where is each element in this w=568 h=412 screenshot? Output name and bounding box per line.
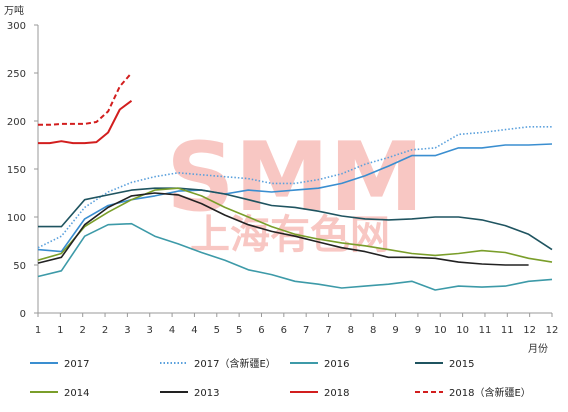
series-line-6 [38, 99, 133, 145]
x-tick-label: 11 [501, 325, 514, 336]
x-tick-label: 3 [124, 325, 130, 336]
y-tick-label: 100 [7, 213, 26, 224]
legend-label: 2018 [324, 388, 349, 399]
x-tick-label: 5 [214, 325, 220, 336]
series-lines [37, 72, 553, 291]
y-tick-label: 300 [7, 21, 26, 32]
x-tick-label: 8 [348, 325, 354, 336]
series-line-2 [37, 222, 553, 291]
x-tick-label: 7 [325, 325, 331, 336]
series-line-4 [37, 187, 553, 263]
x-tick-label: 5 [236, 325, 242, 336]
x-tick-label: 7 [303, 325, 309, 336]
legend-label: 2013 [194, 388, 219, 399]
x-tick-label: 4 [191, 325, 197, 336]
legend-label: 2016 [324, 359, 349, 370]
series-line-0 [37, 143, 553, 253]
x-tick-label: 2 [102, 325, 108, 336]
x-tick-label: 3 [147, 325, 153, 336]
x-tick-label: 12 [546, 325, 559, 336]
x-tick-label: 6 [281, 325, 287, 336]
y-tick-label: 200 [7, 117, 26, 128]
x-tick-label: 2 [80, 325, 86, 336]
y-tick-label: 150 [7, 165, 26, 176]
series-line-5 [37, 192, 529, 266]
watermark-logo: SMM [166, 123, 424, 233]
x-tick-label: 1 [35, 325, 41, 336]
y-tick-label: 0 [20, 309, 26, 320]
legend-label: 2017 [64, 359, 89, 370]
series-line-3 [38, 187, 553, 251]
x-ticks: 1 1 2 2 3 3 4 4 5 5 6 6 7 7 8 8 9 9 10 10 11 11 12 12 [35, 313, 559, 336]
y-unit-label: 万吨 [4, 4, 24, 17]
legend-label: 2015 [449, 359, 474, 370]
x-tick-label: 8 [370, 325, 376, 336]
legend-label: 2017（含新疆E） [194, 357, 276, 370]
y-tick-label: 250 [7, 69, 26, 80]
legend-label: 2014 [64, 388, 89, 399]
y-tick-label: 50 [13, 261, 26, 272]
x-tick-label: 10 [434, 325, 447, 336]
x-tick-label: 12 [523, 325, 536, 336]
x-tick-label: 4 [169, 325, 175, 336]
x-tick-label: 10 [456, 325, 469, 336]
x-unit-label: 月份 [528, 343, 548, 355]
y-ticks: 0 50 100 150 200 250 300 [7, 21, 38, 320]
x-tick-label: 6 [258, 325, 264, 336]
series-line-7 [38, 72, 133, 126]
x-tick-label: 9 [415, 325, 421, 336]
x-tick-label: 9 [392, 325, 398, 336]
x-tick-label: 1 [57, 325, 63, 336]
legend-label: 2018（含新疆E） [449, 386, 531, 399]
x-tick-label: 11 [479, 325, 492, 336]
legend: 2017 2017（含新疆E） 2016 2015 2014 2013 2018 2018（含… [30, 357, 531, 399]
